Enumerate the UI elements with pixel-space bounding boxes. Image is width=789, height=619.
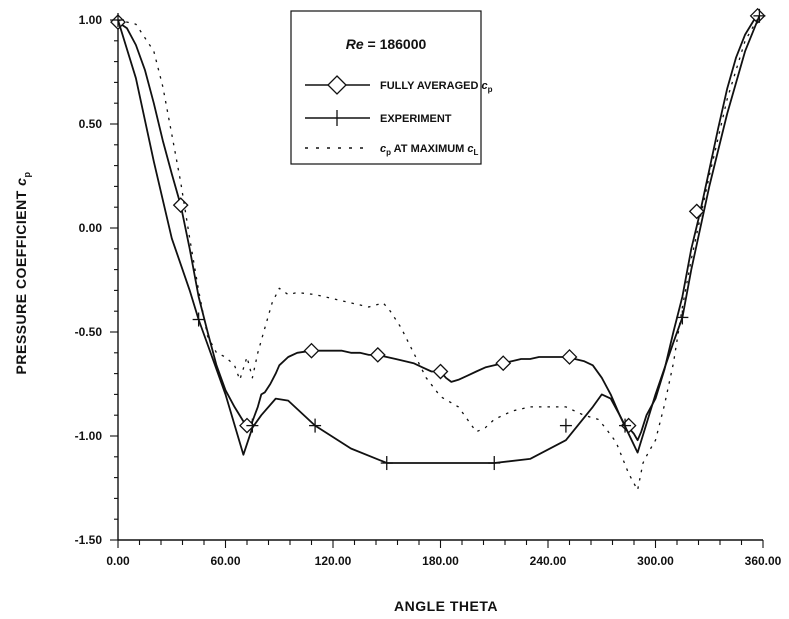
series-2-plus-marker (559, 418, 572, 433)
series-1-diamond-marker (432, 363, 449, 380)
y-tick-label: -1.00 (75, 429, 103, 443)
series-2-plus-marker (380, 456, 393, 471)
legend-label-sub: p (488, 85, 493, 94)
legend-label-experiment: EXPERIMENT (380, 113, 452, 125)
legend-label-main: EXPERIMENT (380, 113, 452, 125)
x-tick-label: 180.00 (422, 554, 459, 568)
series-1-diamond-marker (369, 346, 386, 363)
legend-label-tail-var: c (467, 143, 473, 155)
legend-label-tail: AT MAXIMUM (391, 143, 467, 155)
axes (110, 18, 764, 548)
y-tick-label: 0.50 (79, 117, 103, 131)
series-line-2 (117, 15, 761, 464)
series-2-plus-marker (192, 312, 205, 327)
y-tick-label: 1.00 (79, 13, 103, 27)
series-layer (110, 7, 766, 491)
series-2-plus-marker (619, 418, 632, 433)
legend-label-max-cl: cp AT MAXIMUM cL (380, 143, 479, 157)
legend-label-sub: p (386, 148, 391, 157)
y-tick-label: -1.50 (75, 533, 103, 547)
legend-title: Re = 186000 (346, 36, 427, 52)
series-1-diamond-marker (303, 342, 320, 359)
legend: Re = 186000 FULLY AVERAGED cp EXPERIMENT… (290, 10, 493, 165)
y-axis-title-main: PRESSURE COEFFICIENT (13, 190, 29, 374)
legend-label-main: FULLY AVERAGED (380, 80, 481, 92)
legend-entry-max-cl: cp AT MAXIMUM cL (305, 143, 479, 157)
y-tick-label: -0.50 (75, 325, 103, 339)
legend-label-var: c (481, 80, 487, 92)
legend-label-fully-averaged: FULLY AVERAGED cp (380, 80, 493, 94)
x-axis-title: ANGLE THETA (394, 598, 498, 614)
legend-title-var: Re (346, 36, 364, 52)
series-2-plus-marker (246, 418, 259, 433)
legend-label-var: c (380, 143, 386, 155)
legend-label-tail-sub: L (474, 148, 479, 157)
x-tick-label: 360.00 (745, 554, 782, 568)
series-1-diamond-marker (688, 203, 705, 220)
y-axis-title: PRESSURE COEFFICIENT cp (13, 172, 32, 375)
series-1-diamond-marker (561, 349, 578, 365)
x-tick-label: 60.00 (210, 554, 240, 568)
series-2-plus-marker (753, 8, 766, 23)
legend-swatch-diamond (327, 75, 347, 95)
x-tick-label: 0.00 (106, 554, 130, 568)
series-1-diamond-marker (495, 355, 512, 372)
x-tick-label: 240.00 (530, 554, 567, 568)
y-axis-title-sub: p (22, 172, 32, 178)
y-tick-label: 0.00 (79, 221, 103, 235)
series-2-plus-marker (488, 456, 501, 471)
series-line-3 (117, 15, 760, 491)
y-axis-title-var: c (13, 178, 29, 186)
series-2-plus-marker (309, 418, 322, 433)
legend-box (290, 10, 482, 165)
legend-entry-experiment: EXPERIMENT (305, 110, 452, 126)
legend-title-value: = 186000 (368, 36, 427, 52)
series-2-plus-marker (676, 310, 689, 325)
legend-entry-fully-averaged: FULLY AVERAGED cp (305, 75, 493, 95)
x-tick-label: 120.00 (315, 554, 352, 568)
tick-labels: 1.000.500.00-0.50-1.00-1.500.00 60.00 120.… (75, 13, 782, 568)
x-tick-label: 300.00 (637, 554, 674, 568)
